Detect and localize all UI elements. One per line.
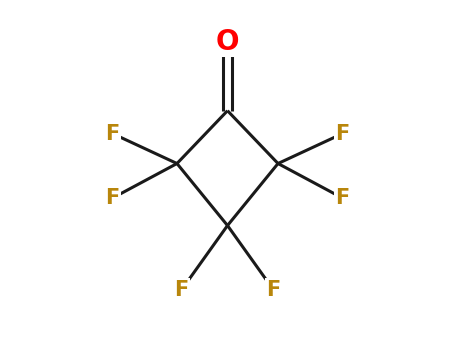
Text: F: F [174, 280, 189, 300]
Text: F: F [335, 124, 349, 144]
Text: F: F [266, 280, 281, 300]
Text: O: O [216, 28, 239, 56]
Text: F: F [106, 124, 120, 144]
Text: F: F [335, 188, 349, 208]
Text: F: F [106, 188, 120, 208]
